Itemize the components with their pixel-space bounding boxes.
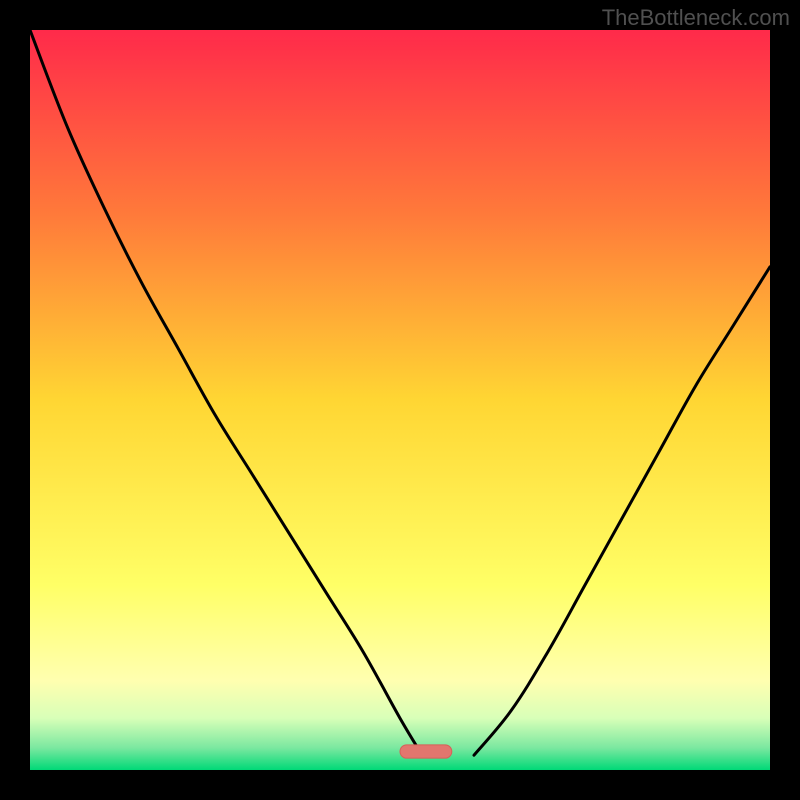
- chart-background: [30, 30, 770, 770]
- chart-plot-area: [30, 30, 770, 770]
- watermark-text: TheBottleneck.com: [602, 5, 790, 31]
- bottleneck-chart: [30, 30, 770, 770]
- optimal-marker: [400, 745, 452, 758]
